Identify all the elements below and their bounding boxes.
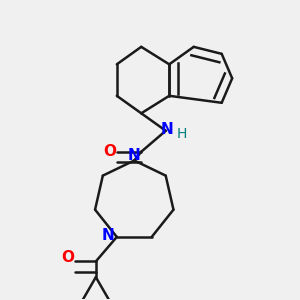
Text: O: O xyxy=(61,250,74,266)
Text: N: N xyxy=(102,228,115,243)
Text: O: O xyxy=(103,144,116,159)
Text: N: N xyxy=(161,122,174,136)
Text: H: H xyxy=(176,127,187,141)
Text: N: N xyxy=(128,148,141,163)
